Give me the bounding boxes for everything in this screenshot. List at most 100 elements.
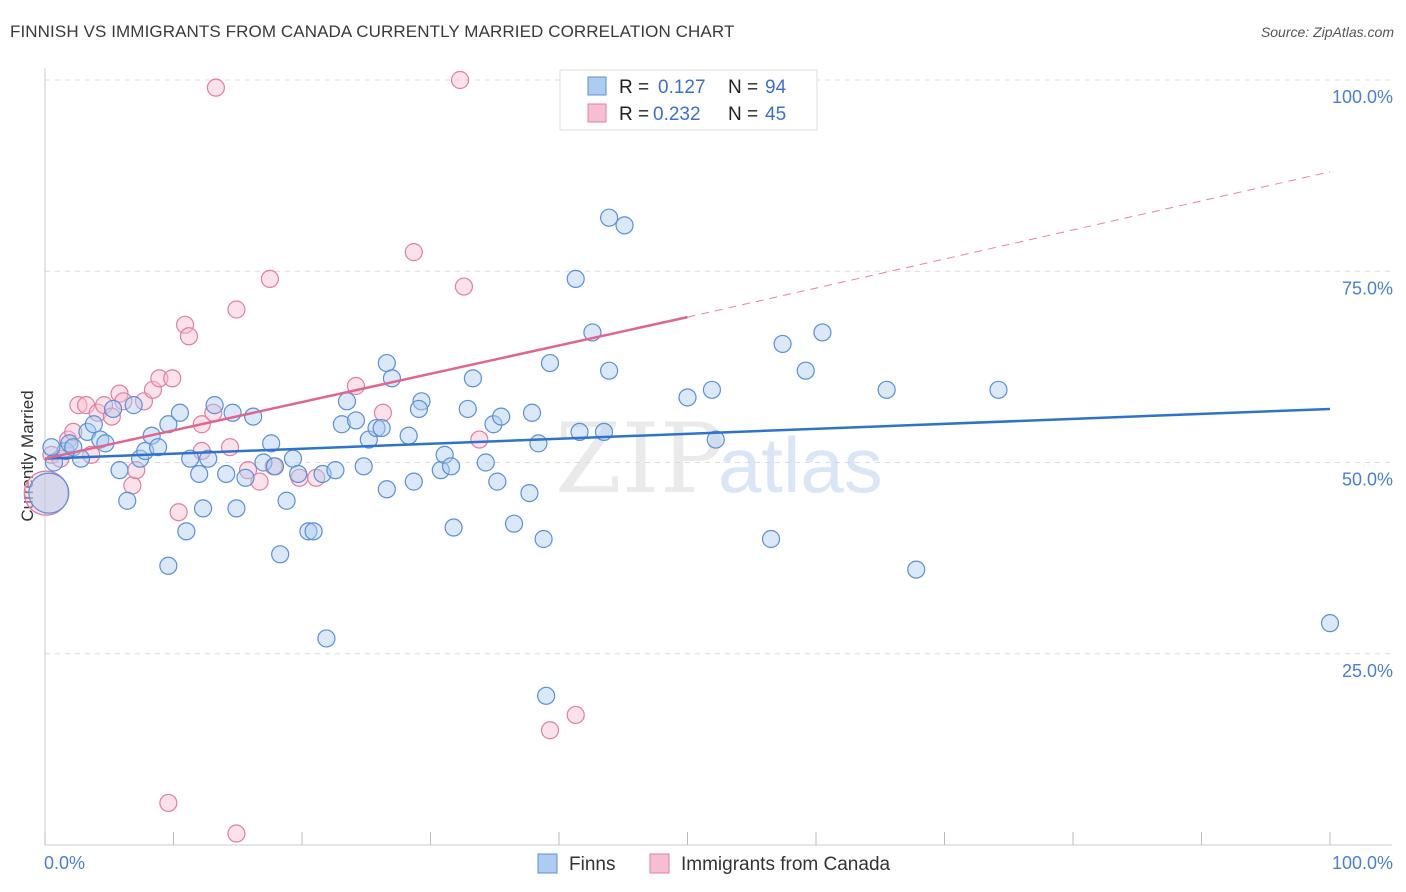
canada-point bbox=[206, 78, 226, 97]
canada-point bbox=[454, 277, 474, 296]
finns-point bbox=[444, 518, 463, 537]
finns-point bbox=[813, 323, 832, 342]
y-tick-label: 100.0% bbox=[1332, 87, 1393, 107]
finns-point bbox=[529, 434, 548, 453]
x-tick-marks bbox=[44, 832, 1331, 845]
finns-point bbox=[236, 468, 255, 487]
canada-point bbox=[102, 407, 121, 426]
y-tick-labels: 100.0% 75.0% 50.0% 25.0% bbox=[1332, 87, 1393, 681]
gridlines bbox=[45, 79, 1392, 655]
finns-point bbox=[159, 556, 178, 575]
watermark-atlas: atlas bbox=[718, 421, 883, 509]
finns-point bbox=[377, 353, 396, 373]
finns-point bbox=[907, 560, 926, 579]
trend-lines bbox=[44, 171, 1331, 460]
canada-point bbox=[540, 721, 560, 740]
y-tick-label: 75.0% bbox=[1342, 278, 1393, 298]
legend-finns-r-value: 0.127 bbox=[658, 77, 706, 98]
y-tick-label: 50.0% bbox=[1342, 470, 1393, 490]
finns-point bbox=[262, 434, 281, 453]
finns-point bbox=[337, 392, 357, 411]
finns-point bbox=[193, 499, 213, 518]
canada-point bbox=[250, 472, 269, 491]
legend-finns-n-label: N = bbox=[728, 77, 758, 98]
canada-point bbox=[175, 315, 195, 334]
finns-point bbox=[570, 422, 589, 441]
legend-canada-n-value: 45 bbox=[765, 104, 786, 125]
finns-point bbox=[265, 457, 285, 476]
finns-point bbox=[435, 445, 454, 464]
source-label: Source: ZipAtlas.com bbox=[1260, 24, 1394, 40]
finns-point bbox=[124, 396, 143, 415]
watermark: ZIP atlas bbox=[555, 403, 883, 515]
finns-point bbox=[332, 415, 351, 434]
canada-point bbox=[114, 392, 133, 411]
finns-point bbox=[271, 545, 290, 564]
legend-canada-swatch bbox=[587, 103, 607, 123]
bottom-legend-finns-label: Finns bbox=[569, 854, 615, 875]
finns-point bbox=[110, 461, 129, 480]
canada-point bbox=[159, 793, 178, 813]
finns-point bbox=[877, 380, 896, 399]
x-tick-label-max: 100.0% bbox=[1332, 853, 1393, 873]
finns-series bbox=[28, 208, 1340, 705]
finns-point bbox=[227, 499, 246, 518]
canada-point bbox=[163, 369, 182, 388]
x-tick-label-min: 0.0% bbox=[44, 853, 85, 873]
finns-point bbox=[190, 464, 209, 484]
finns-point bbox=[537, 686, 556, 705]
finns-point bbox=[404, 472, 423, 491]
finns-trend-line bbox=[44, 407, 1331, 460]
legend-canada-n-label: N = bbox=[728, 104, 758, 125]
finns-point bbox=[289, 464, 308, 484]
bottom-legend-canada-label: Immigrants from Canada bbox=[681, 854, 891, 875]
legend-canada-r-value: 0.232 bbox=[653, 104, 701, 125]
finns-point bbox=[484, 415, 503, 434]
finns-point bbox=[476, 453, 495, 472]
finns-point bbox=[458, 399, 477, 419]
finns-point bbox=[367, 418, 386, 438]
finns-point bbox=[354, 457, 373, 476]
finns-point bbox=[522, 403, 542, 422]
canada-point bbox=[69, 396, 88, 415]
legend-finns-n-value: 94 bbox=[765, 77, 787, 98]
finns-point bbox=[304, 522, 323, 541]
finns-point bbox=[566, 269, 585, 288]
canada-point bbox=[150, 369, 169, 388]
finns-point bbox=[254, 453, 273, 472]
canada-point bbox=[179, 327, 199, 346]
canada-series bbox=[23, 70, 659, 843]
canada-point bbox=[404, 243, 423, 262]
finns-point bbox=[177, 522, 196, 541]
finns-point bbox=[277, 491, 296, 510]
finns-point bbox=[28, 472, 70, 514]
finns-point bbox=[299, 522, 318, 541]
finns-point bbox=[326, 461, 345, 480]
canada-point bbox=[470, 430, 489, 449]
finns-point bbox=[600, 208, 619, 227]
finns-point bbox=[431, 461, 450, 480]
finns-point bbox=[504, 514, 524, 533]
legend: R = 0.127 N = 94 R = 0.232 N = 45 bbox=[559, 69, 818, 131]
finns-point bbox=[761, 529, 781, 549]
finns-point bbox=[42, 438, 61, 457]
legend-canada-r-label: R = bbox=[619, 104, 649, 125]
finns-point bbox=[796, 361, 815, 380]
finns-point bbox=[372, 418, 391, 438]
finns-point bbox=[399, 426, 418, 445]
legend-finns-r-label: R = bbox=[619, 77, 649, 98]
finns-point bbox=[989, 380, 1008, 399]
finns-point bbox=[678, 388, 697, 407]
finns-point bbox=[84, 415, 103, 434]
bottom-legend-canada-swatch bbox=[649, 853, 670, 874]
canada-point bbox=[220, 438, 240, 457]
canada-point bbox=[373, 403, 393, 422]
finns-point bbox=[441, 457, 461, 476]
canada-point bbox=[123, 476, 142, 495]
finns-point bbox=[600, 361, 619, 380]
finns-point bbox=[199, 449, 218, 468]
finns-point bbox=[377, 480, 396, 499]
canada-point bbox=[169, 503, 188, 522]
canada-trend-line-dashed bbox=[687, 171, 1331, 318]
bottom-legend-finns-swatch bbox=[537, 853, 558, 874]
